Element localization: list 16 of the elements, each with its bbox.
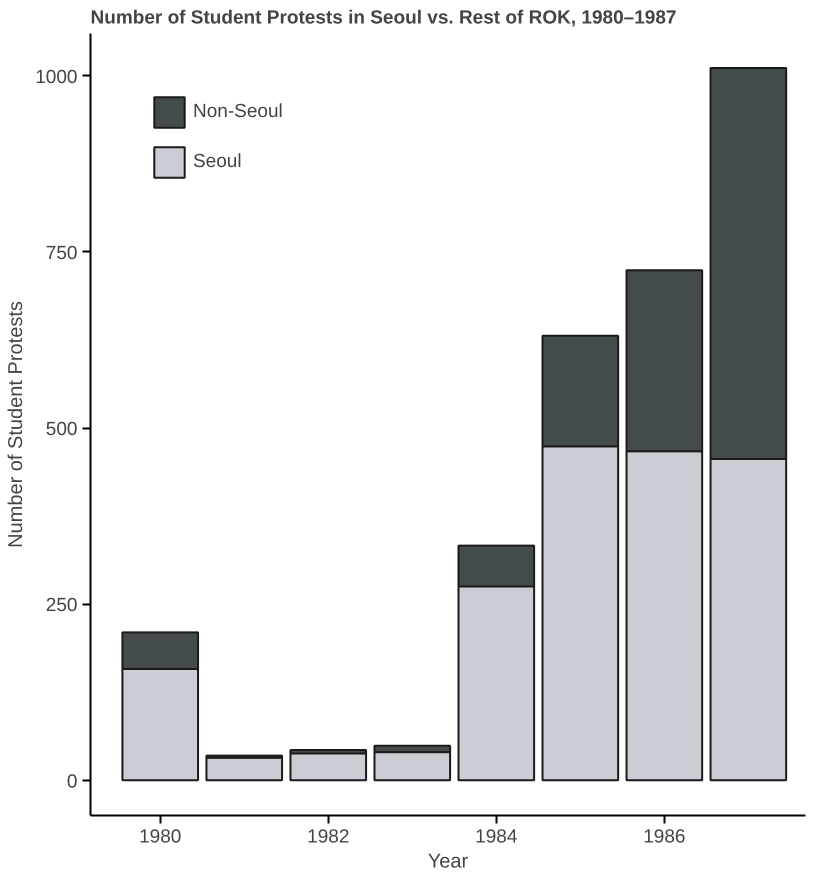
x-axis-title: Year	[428, 850, 469, 872]
bar	[205, 756, 284, 782]
y-tick-label: 500	[46, 419, 78, 440]
chart-title: Number of Student Protests in Seoul vs. Rest of ROK, 1980–1987	[90, 8, 676, 28]
y-axis-title: Number of Student Protests	[5, 301, 28, 548]
x-tick-label: 1980	[139, 826, 182, 848]
y-tick-label: 250	[46, 595, 78, 616]
x-tick-label: 1984	[475, 826, 518, 848]
bar	[289, 752, 368, 782]
legend-label: Non-Seoul	[193, 101, 283, 123]
x-tick-label: 1986	[643, 826, 686, 848]
y-tick-label: 0	[66, 771, 78, 792]
x-tick-label: 1982	[307, 826, 350, 848]
y-tick-label: 750	[46, 242, 78, 264]
y-tick-label: 1000	[35, 66, 78, 88]
legend-label: Seoul	[193, 151, 242, 173]
